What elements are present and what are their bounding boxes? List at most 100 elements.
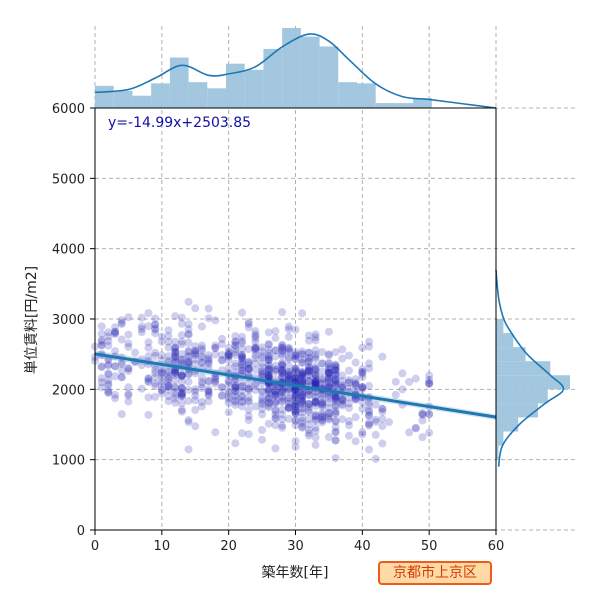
scatter-point: [184, 370, 193, 379]
scatter-point: [271, 327, 280, 336]
scatter-point: [124, 364, 133, 373]
scatter-point: [184, 297, 193, 306]
scatter-point: [298, 371, 307, 380]
scatter-point: [324, 327, 333, 336]
scatter-point: [311, 333, 320, 342]
scatter-point: [137, 324, 146, 333]
scatter-point: [418, 410, 427, 419]
scatter-point: [298, 347, 307, 356]
scatter-point: [238, 339, 247, 348]
scatter-point: [425, 371, 434, 380]
scatter-point: [298, 378, 307, 387]
scatter-point: [224, 351, 233, 360]
scatter-point: [338, 400, 347, 409]
scatter-point: [318, 374, 327, 383]
scatter-point: [291, 366, 300, 375]
scatter-point: [291, 421, 300, 430]
scatter-point: [171, 347, 180, 356]
scatter-point: [271, 386, 280, 395]
scatter-point: [251, 402, 260, 411]
scatter-point: [204, 356, 213, 365]
scatter-point: [137, 384, 146, 393]
scatter-point: [264, 372, 273, 381]
scatter-point: [264, 351, 273, 360]
scatter-point: [264, 371, 273, 380]
scatter-point: [278, 361, 287, 370]
scatter-point: [331, 376, 340, 385]
scatter-point: [217, 383, 226, 392]
scatter-point: [204, 377, 213, 386]
scatter-point: [124, 383, 133, 392]
scatter-point: [177, 350, 186, 359]
scatter-point: [271, 365, 280, 374]
scatter-point: [111, 329, 120, 338]
scatter-point: [324, 369, 333, 378]
scatter-point: [318, 410, 327, 419]
scatter-point: [311, 410, 320, 419]
scatter-point: [171, 366, 180, 375]
scatter-point: [224, 348, 233, 357]
scatter-point: [298, 371, 307, 380]
scatter-point: [144, 322, 153, 331]
scatter-point: [157, 369, 166, 378]
scatter-point: [204, 351, 213, 360]
scatter-point: [258, 347, 267, 356]
y-hist-bar: [496, 361, 551, 376]
scatter-point: [324, 369, 333, 378]
scatter-point: [331, 423, 340, 432]
scatter-point: [418, 433, 427, 442]
scatter-point: [164, 343, 173, 352]
scatter-point: [97, 363, 106, 372]
scatter-point: [258, 396, 267, 405]
scatter-point: [298, 422, 307, 431]
scatter-point: [231, 359, 240, 368]
scatter-point: [298, 309, 307, 318]
scatter-point: [264, 399, 273, 408]
scatter-point: [157, 385, 166, 394]
regression-equation: y=-14.99x+2503.85: [108, 115, 251, 131]
scatter-point: [351, 375, 360, 384]
scatter-point: [358, 373, 367, 382]
scatter-point: [311, 415, 320, 424]
scatter-point: [284, 343, 293, 352]
scatter-point: [151, 348, 160, 357]
scatter-point: [231, 338, 240, 347]
scatter-point: [211, 341, 220, 350]
scatter-point: [271, 334, 280, 343]
scatter-point: [238, 359, 247, 368]
x-hist-bar: [300, 36, 320, 108]
scatter-point: [284, 347, 293, 356]
scatter-point: [324, 414, 333, 423]
scatter-point: [344, 378, 353, 387]
scatter-point: [284, 332, 293, 341]
scatter-point: [231, 397, 240, 406]
scatter-point: [191, 385, 200, 394]
scatter-point: [144, 352, 153, 361]
scatter-point: [331, 436, 340, 445]
scatter-point: [124, 330, 133, 339]
scatter-point: [238, 402, 247, 411]
scatter-point: [177, 358, 186, 367]
scatter-point: [151, 314, 160, 323]
scatter-point: [224, 408, 233, 417]
scatter-point: [238, 344, 247, 353]
scatter-point: [104, 376, 113, 385]
scatter-point: [104, 388, 113, 397]
scatter-point: [284, 354, 293, 363]
scatter-point: [151, 320, 160, 329]
scatter-point: [291, 416, 300, 425]
scatter-point: [238, 352, 247, 361]
scatter-point: [197, 373, 206, 382]
scatter-point: [304, 403, 313, 412]
scatter-point: [117, 316, 126, 325]
scatter-point: [344, 417, 353, 426]
scatter-point: [378, 439, 387, 448]
scatter-point: [217, 334, 226, 343]
scatter-point: [331, 370, 340, 379]
scatter-point: [204, 390, 213, 399]
scatter-point: [238, 332, 247, 341]
scatter-point: [331, 397, 340, 406]
scatter-point: [284, 361, 293, 370]
scatter-point: [238, 351, 247, 360]
scatter-point: [117, 318, 126, 327]
